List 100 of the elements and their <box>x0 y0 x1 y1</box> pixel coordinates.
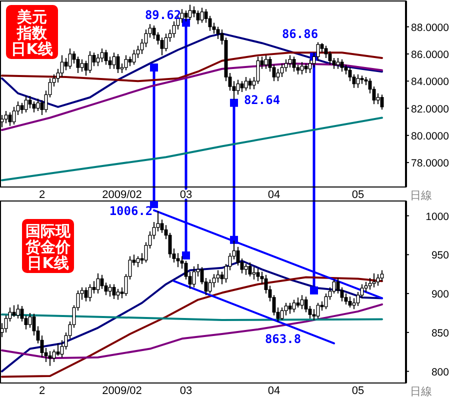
candlestick <box>8 112 12 126</box>
point <box>150 201 158 208</box>
candlestick <box>100 48 104 63</box>
y-tick-label: 800 <box>431 366 450 378</box>
candlestick <box>216 270 220 284</box>
y-tick-label: 78.0000 <box>411 158 450 170</box>
candlestick <box>340 58 344 72</box>
candlestick <box>124 54 128 71</box>
candlestick <box>84 286 88 302</box>
candlestick <box>208 15 212 32</box>
y-tick-label: 900 <box>431 288 450 301</box>
candlestick <box>112 52 116 70</box>
line-series <box>1 303 383 360</box>
candlestick <box>336 58 340 70</box>
candlestick <box>12 304 16 318</box>
candlestick <box>104 49 108 66</box>
candlestick <box>324 45 328 59</box>
candlestick <box>16 304 20 319</box>
candlestick <box>116 288 120 300</box>
candlestick <box>248 262 252 277</box>
annotation: 863.8 <box>264 332 302 346</box>
candlestick <box>284 302 288 316</box>
candlestick <box>196 10 200 25</box>
x-tick-label: 04 <box>268 385 280 397</box>
candlestick <box>168 232 172 258</box>
candlestick <box>284 58 288 72</box>
candlestick <box>372 272 376 288</box>
candlestick <box>112 284 116 300</box>
point <box>230 98 238 107</box>
candlestick <box>88 50 92 74</box>
candlestick <box>92 280 96 294</box>
y-tick-label: 950 <box>431 250 450 262</box>
annotation: 1006.2 <box>109 204 153 218</box>
candlestick <box>280 62 284 78</box>
candlestick <box>188 4 192 21</box>
text: 日線 <box>410 385 432 398</box>
x-tick-label: 05 <box>352 385 364 397</box>
candlestick <box>60 54 64 78</box>
y-tick-label: 86.0000 <box>411 48 450 61</box>
x-tick-label: 03 <box>180 385 192 397</box>
y-tick-label: 84.0000 <box>411 76 450 88</box>
candlestick <box>132 49 136 66</box>
candlestick <box>28 96 32 109</box>
point <box>310 286 318 294</box>
text: 美元指数日K线 <box>11 8 53 58</box>
candlestick <box>192 266 196 288</box>
point <box>230 236 238 244</box>
y-tick-label: 80.0000 <box>411 130 450 142</box>
candlestick <box>20 102 24 114</box>
candlestick <box>24 96 28 113</box>
candlestick <box>64 58 68 71</box>
y-tick-label: 850 <box>431 327 450 340</box>
candlestick <box>244 76 248 92</box>
candlestick <box>256 268 260 282</box>
candlestick <box>212 274 216 288</box>
annotation: 89.62 <box>144 8 182 22</box>
candlestick <box>164 33 168 52</box>
x-tick-label: 05 <box>352 189 364 201</box>
candlestick <box>376 92 380 105</box>
point <box>150 64 158 72</box>
candlestick <box>176 252 180 268</box>
candlestick <box>108 56 112 70</box>
y-tick-label: 82.0000 <box>411 103 450 116</box>
candlestick <box>68 48 72 70</box>
candlestick <box>240 80 244 92</box>
y-tick-label: 88.0000 <box>411 22 450 34</box>
candlestick <box>236 79 240 96</box>
candlestick <box>320 42 324 54</box>
candlestick <box>88 284 92 302</box>
candlestick <box>128 56 132 67</box>
line-series <box>1 276 383 378</box>
y-tick-label: 1000 <box>426 210 450 223</box>
candlestick <box>156 210 160 232</box>
candlestick <box>4 110 8 124</box>
candlestick <box>200 7 204 24</box>
candlestick <box>244 264 248 276</box>
candlestick <box>180 8 184 24</box>
candlestick <box>28 312 32 328</box>
x-tick-label: 2009/02 <box>102 189 142 201</box>
candlestick <box>248 78 252 90</box>
candlestick <box>184 10 188 22</box>
candlestick <box>104 282 108 296</box>
candlestick <box>116 53 120 74</box>
candlestick <box>312 308 316 320</box>
candlestick <box>96 272 100 294</box>
candlestick <box>252 266 256 280</box>
candlestick <box>276 68 280 82</box>
candlestick <box>108 284 112 298</box>
annotation: 82.64 <box>244 93 280 107</box>
line-series <box>1 116 383 182</box>
candlestick <box>288 54 292 68</box>
candlestick <box>92 52 96 67</box>
text: 日線 <box>410 189 432 202</box>
x-tick-label: 2009/02 <box>102 385 142 397</box>
candlestick <box>80 58 84 72</box>
point <box>182 251 190 260</box>
candlestick <box>136 256 140 268</box>
candlestick <box>232 80 236 100</box>
x-tick-label: 2 <box>38 189 46 201</box>
x-tick-label: 04 <box>268 189 280 201</box>
